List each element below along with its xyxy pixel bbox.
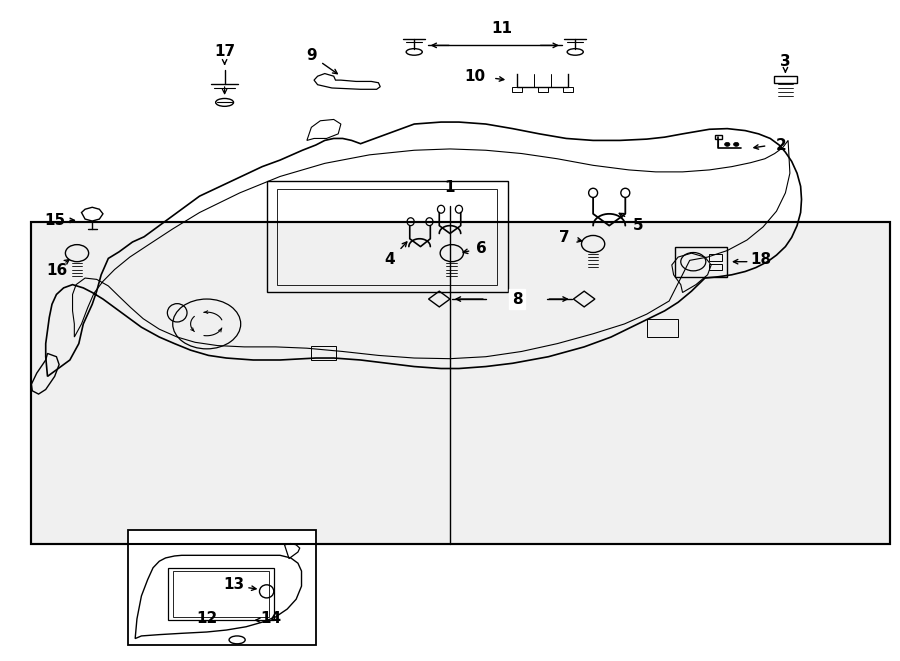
Bar	[168, 568, 274, 620]
Text: 5: 5	[633, 218, 643, 233]
Text: 8: 8	[512, 292, 522, 307]
Bar	[128, 530, 316, 645]
Bar	[277, 189, 498, 285]
Bar	[537, 87, 548, 92]
Bar	[562, 87, 573, 92]
Bar	[647, 319, 678, 337]
Text: 7: 7	[559, 230, 570, 245]
Bar	[311, 346, 337, 360]
Text: 12: 12	[196, 611, 217, 627]
Circle shape	[734, 142, 739, 146]
Text: 3: 3	[780, 54, 791, 69]
Bar	[32, 222, 890, 543]
Bar	[675, 247, 727, 277]
Text: 17: 17	[214, 44, 235, 59]
Text: 10: 10	[464, 69, 486, 84]
Text: 15: 15	[44, 213, 65, 228]
Bar	[715, 136, 722, 139]
Text: 16: 16	[46, 262, 68, 278]
Bar	[173, 571, 269, 617]
Text: 18: 18	[751, 253, 772, 267]
Text: 6: 6	[476, 241, 487, 256]
Bar	[709, 254, 722, 261]
Bar	[774, 76, 797, 83]
Text: 13: 13	[223, 577, 244, 592]
Bar	[266, 181, 508, 292]
Bar	[512, 87, 522, 92]
Text: 4: 4	[384, 253, 394, 267]
Bar	[709, 264, 722, 270]
Text: 1: 1	[445, 180, 455, 195]
Text: 14: 14	[260, 611, 282, 627]
Text: 2: 2	[776, 138, 787, 153]
Circle shape	[724, 142, 730, 146]
Text: 11: 11	[491, 22, 512, 36]
Text: 9: 9	[306, 48, 317, 63]
Bar	[32, 222, 890, 543]
Text: 8: 8	[512, 292, 522, 307]
